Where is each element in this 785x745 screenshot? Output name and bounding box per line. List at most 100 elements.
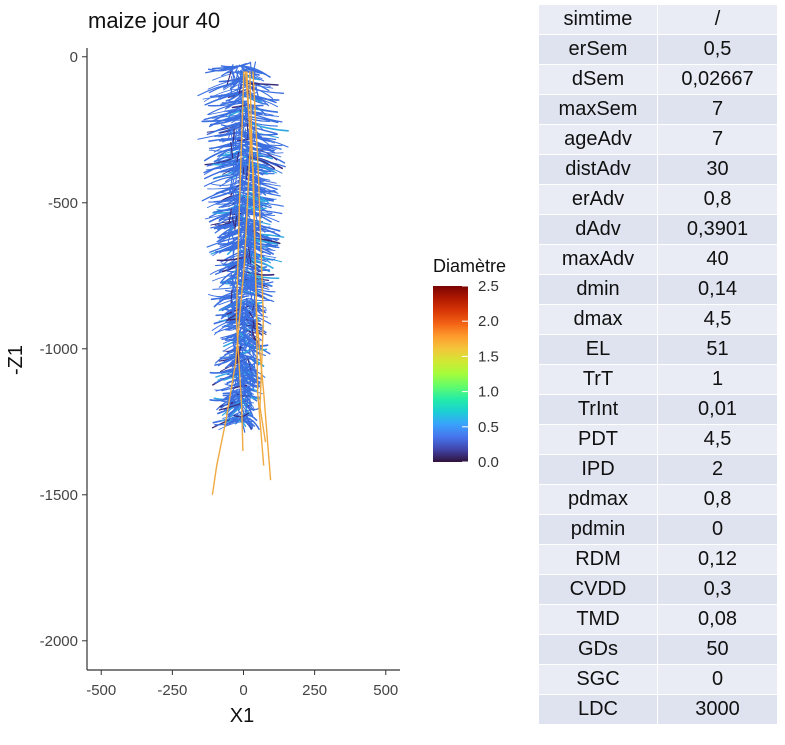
param-name-cell: maxSem	[539, 95, 658, 125]
core-root-segment	[255, 184, 256, 201]
param-name-cell: GDs	[539, 635, 658, 665]
y-tick-label: 0	[70, 49, 78, 66]
param-value-cell: 0,14	[658, 275, 778, 305]
param-value-cell: 1	[658, 365, 778, 395]
y-tick-label: -1500	[40, 487, 78, 504]
legend-tick-label: 1.0	[478, 384, 499, 401]
legend-colorbar	[433, 286, 468, 462]
param-name-cell: SGC	[539, 665, 658, 695]
param-name-cell: ageAdv	[539, 125, 658, 155]
x-axis-label: X1	[230, 705, 254, 727]
x-tick-label: 250	[302, 682, 327, 699]
param-value-cell: 7	[658, 95, 778, 125]
param-value-cell: /	[658, 5, 778, 35]
param-name-cell: distAdv	[539, 155, 658, 185]
core-root-segment	[253, 266, 254, 283]
y-tick-label: -500	[48, 195, 78, 212]
param-value-cell: 3000	[658, 695, 778, 725]
param-name-cell: erSem	[539, 35, 658, 65]
param-value-cell: 0,3901	[658, 215, 778, 245]
param-value-cell: 4,5	[658, 425, 778, 455]
legend-tick-label: 1.5	[478, 348, 499, 365]
x-tick-label: -250	[157, 682, 187, 699]
legend-tick-label: 2.5	[478, 278, 499, 295]
legend-tick-label: 0.0	[478, 454, 499, 471]
core-root-segment	[255, 153, 256, 160]
param-value-cell: 2	[658, 455, 778, 485]
y-tick-label: -1000	[40, 341, 78, 358]
legend-title: Diamètre	[433, 256, 506, 277]
param-value-cell: 7	[658, 125, 778, 155]
param-value-cell: 0	[658, 665, 778, 695]
chart-title: maize jour 40	[88, 8, 220, 34]
param-name-cell: dSem	[539, 65, 658, 95]
param-name-cell: erAdv	[539, 185, 658, 215]
param-name-cell: TMD	[539, 605, 658, 635]
param-value-cell: 0,08	[658, 605, 778, 635]
core-root-segment	[254, 295, 255, 312]
y-tick-label: -2000	[40, 633, 78, 650]
param-name-cell: dAdv	[539, 215, 658, 245]
param-value-cell: 51	[658, 335, 778, 365]
core-root-segment	[237, 195, 238, 212]
param-name-cell: IPD	[539, 455, 658, 485]
param-name-cell: TrInt	[539, 395, 658, 425]
param-value-cell: 0,5	[658, 35, 778, 65]
core-root-segment	[253, 129, 254, 142]
param-name-cell: RDM	[539, 545, 658, 575]
param-value-cell: 0	[658, 515, 778, 545]
param-name-cell: simtime	[539, 5, 658, 35]
param-name-cell: pdmax	[539, 485, 658, 515]
param-value-cell: 40	[658, 245, 778, 275]
param-name-cell: dmin	[539, 275, 658, 305]
table-row: simtime/	[539, 5, 778, 35]
param-value-cell: 30	[658, 155, 778, 185]
param-value-cell: 0,12	[658, 545, 778, 575]
param-value-cell: 0,02667	[658, 65, 778, 95]
param-value-cell: 0,8	[658, 185, 778, 215]
color-legend: 2.52.01.51.00.50.0	[430, 278, 520, 478]
core-root-segment	[249, 365, 250, 371]
root-system	[198, 61, 288, 494]
core-root-segment	[248, 131, 249, 140]
y-ticks: 0 -500 -1000 -1500 -2000	[40, 49, 87, 650]
param-value-cell: 0,8	[658, 485, 778, 515]
param-name-cell: LDC	[539, 695, 658, 725]
param-name-cell: CVDD	[539, 575, 658, 605]
param-name-cell: EL	[539, 335, 658, 365]
param-name-cell: pdmin	[539, 515, 658, 545]
param-value-cell: 50	[658, 635, 778, 665]
y-axis-label: -Z1	[5, 345, 27, 375]
x-tick-label: 0	[239, 682, 247, 699]
legend-tick-label: 0.5	[478, 419, 499, 436]
param-value-cell: 4,5	[658, 305, 778, 335]
param-value-cell: 0,01	[658, 395, 778, 425]
core-root-segment	[250, 62, 251, 78]
core-root-segment	[232, 301, 233, 315]
x-tick-label: -500	[86, 682, 116, 699]
